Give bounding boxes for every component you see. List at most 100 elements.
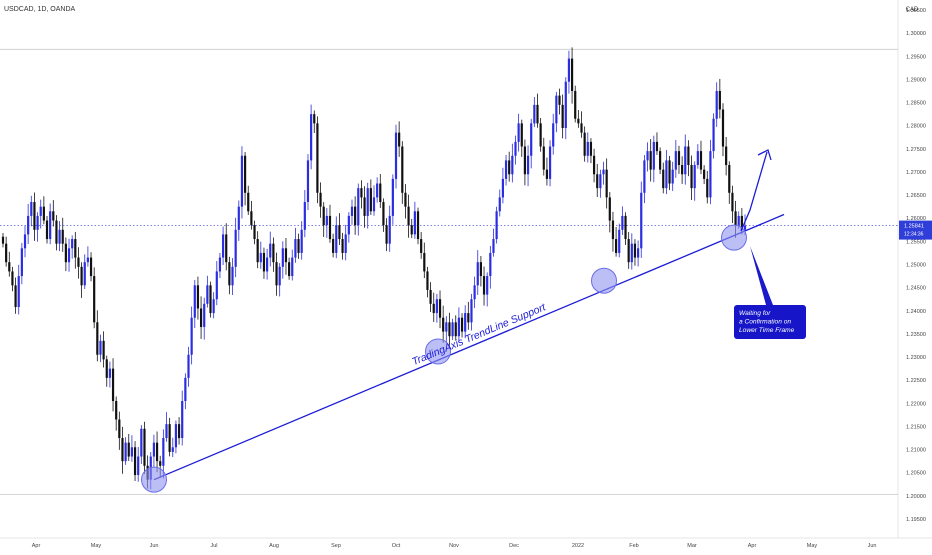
candle-body[interactable] [124, 442, 127, 462]
candle-body[interactable] [67, 248, 71, 263]
candle-body[interactable] [118, 419, 121, 439]
candle-body[interactable] [699, 151, 703, 170]
candle-body[interactable] [539, 123, 542, 147]
candle-body[interactable] [269, 243, 272, 258]
candle-body[interactable] [580, 123, 583, 133]
candle-body[interactable] [108, 368, 111, 378]
candle-body[interactable] [1, 236, 5, 244]
candle-body[interactable] [530, 123, 533, 156]
candle-body[interactable] [332, 239, 335, 253]
candle-body[interactable] [429, 289, 432, 304]
candle-body[interactable] [228, 262, 231, 286]
touch-circle[interactable] [721, 224, 747, 251]
candle-body[interactable] [420, 239, 423, 253]
candle-body[interactable] [630, 243, 633, 263]
candle-body[interactable] [674, 151, 677, 170]
candle-body[interactable] [533, 104, 536, 124]
candle-body[interactable] [203, 303, 206, 327]
candle-body[interactable] [55, 220, 58, 244]
candle-body[interactable] [394, 132, 398, 179]
candle-body[interactable] [592, 155, 596, 175]
candle-body[interactable] [127, 442, 130, 457]
candle-body[interactable] [165, 424, 168, 439]
candle-body[interactable] [168, 424, 171, 452]
candle-body[interactable] [558, 95, 561, 105]
candle-body[interactable] [545, 169, 549, 179]
candle-body[interactable] [360, 188, 363, 198]
candle-body[interactable] [489, 252, 492, 277]
candle-body[interactable] [552, 123, 555, 147]
candle-body[interactable] [690, 165, 693, 189]
candle-body[interactable] [266, 257, 269, 272]
candle-body[interactable] [218, 257, 222, 272]
candle-body[interactable] [596, 174, 599, 189]
candle-body[interactable] [435, 299, 438, 314]
candle-body[interactable] [599, 174, 602, 189]
candle-body[interactable] [495, 211, 498, 240]
candle-body[interactable] [442, 317, 445, 332]
candle-body[interactable] [33, 202, 36, 230]
candle-body[interactable] [20, 248, 23, 277]
candle-body[interactable] [196, 285, 200, 309]
candle-body[interactable] [240, 155, 244, 207]
candle-body[interactable] [275, 262, 278, 286]
candle-body[interactable] [89, 257, 93, 277]
candle-body[interactable] [115, 401, 118, 420]
candle-body[interactable] [492, 239, 495, 253]
candle-body[interactable] [426, 271, 429, 290]
candle-body[interactable] [640, 192, 643, 249]
candle-body[interactable] [199, 308, 203, 327]
candle-body[interactable] [514, 141, 517, 156]
candle-body[interactable] [5, 243, 8, 263]
candle-body[interactable] [561, 104, 564, 128]
candle-body[interactable] [291, 257, 294, 277]
candle-body[interactable] [272, 243, 275, 263]
candle-body[interactable] [589, 141, 593, 156]
candle-body[interactable] [155, 442, 159, 462]
candle-body[interactable] [99, 340, 102, 355]
candle-body[interactable] [231, 266, 234, 286]
candle-body[interactable] [11, 271, 14, 286]
candle-body[interactable] [687, 146, 690, 166]
candle-body[interactable] [391, 178, 394, 216]
candle-body[interactable] [209, 285, 212, 314]
candle-body[interactable] [416, 211, 420, 240]
candle-body[interactable] [193, 285, 196, 318]
candle-body[interactable] [105, 359, 108, 378]
candle-body[interactable] [659, 151, 662, 170]
candle-body[interactable] [398, 132, 401, 147]
candle-body[interactable] [721, 109, 725, 147]
candle-body[interactable] [526, 155, 530, 175]
candle-body[interactable] [64, 243, 67, 263]
candle-body[interactable] [61, 229, 64, 244]
candle-body[interactable] [577, 118, 580, 124]
candle-body[interactable] [523, 146, 527, 175]
candle-body[interactable] [363, 197, 366, 216]
candle-body[interactable] [86, 257, 89, 263]
candle-body[interactable] [608, 197, 611, 221]
candle-body[interactable] [83, 262, 86, 286]
candle-body[interactable] [501, 178, 505, 198]
candle-body[interactable] [162, 438, 165, 466]
candle-body[interactable] [460, 317, 464, 332]
candle-body[interactable] [379, 183, 382, 203]
candle-body[interactable] [737, 215, 740, 226]
candle-body[interactable] [633, 243, 637, 258]
candle-body[interactable] [643, 160, 646, 193]
candle-body[interactable] [703, 169, 706, 179]
candle-body[interactable] [665, 160, 668, 189]
candle-body[interactable] [14, 285, 17, 308]
candle-body[interactable] [438, 299, 442, 318]
candle-body[interactable] [284, 248, 288, 263]
candle-body[interactable] [313, 114, 316, 124]
candle-body[interactable] [27, 215, 30, 235]
candle-body[interactable] [366, 188, 369, 216]
candle-body[interactable] [586, 141, 589, 156]
candle-body[interactable] [413, 211, 416, 235]
candle-body[interactable] [567, 58, 571, 82]
candle-body[interactable] [341, 239, 344, 253]
candle-body[interactable] [655, 141, 659, 152]
candle-body[interactable] [278, 266, 281, 286]
